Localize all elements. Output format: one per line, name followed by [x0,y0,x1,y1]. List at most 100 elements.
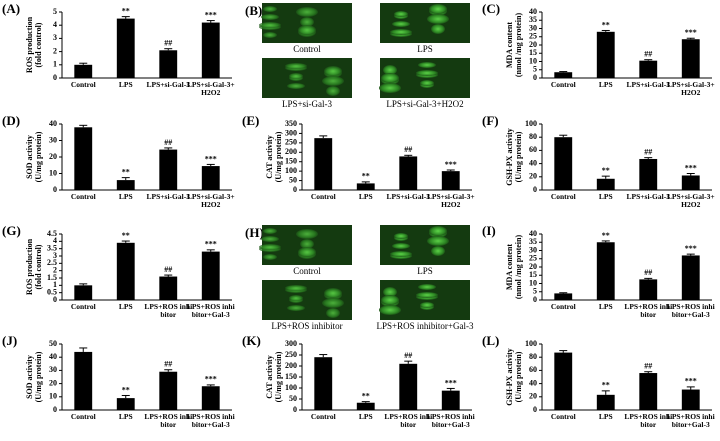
x-tick-label: LPS+si-Gal-3+H2O2 [186,81,235,97]
panel-label: (F) [482,113,499,128]
y-tick-label: 5 [533,287,537,296]
significance-mark: *** [685,377,697,386]
bar [314,357,333,410]
x-label-box: Control [71,193,96,201]
y-tick-label: 50 [289,175,297,184]
x-label-box: LPS [599,193,613,201]
y-tick-label: 20 [49,378,57,387]
bar [639,279,658,300]
cell [298,25,316,35]
image-caption: LPS+si-Gal-3+H2O2 [386,99,463,109]
y-tick-label: 40 [529,378,537,387]
significance-mark: ** [602,231,610,240]
cell [326,308,340,318]
y-tick-label: 60 [529,145,537,154]
cell [379,83,401,93]
x-label-box: Control [71,81,96,89]
x-label-box: LPS+ROS inhibitor [144,413,192,429]
y-axis-label: (U/mg protein) [34,131,43,182]
cell [300,239,314,249]
image-caption: LPS [417,266,433,276]
x-label-box: LPS [119,193,133,201]
bar [441,171,460,190]
error-bar [686,37,695,40]
micrograph [262,280,352,320]
x-label-box: LPS+ROS inhibitor+Gal-3 [187,413,235,429]
panel-label: (G) [2,223,21,238]
y-tick-label: 30 [529,245,537,254]
bar [639,60,658,78]
x-label-box: LPS+si-Gal-3+H2O2 [427,193,475,209]
cell [392,21,410,27]
y-axis-label: GSH-PX activity [505,348,514,406]
cell [261,236,279,242]
error-bar [446,169,455,172]
error-bar [164,147,173,150]
error-bar [206,163,215,167]
y-tick-label: 40 [529,7,537,16]
x-label-box: LPS+ROS inhibitor+Gal-3 [667,303,715,319]
y-tick-label: 0 [533,295,537,304]
bar [116,398,135,410]
significance-mark: ## [404,145,412,154]
significance-mark: ** [122,385,130,394]
y-tick-label: 30 [529,23,537,32]
significance-mark: ** [362,391,370,400]
x-label-box: LPS [359,193,373,201]
bar [399,363,418,410]
significance-mark: ** [362,172,370,181]
significance-mark: *** [445,160,457,169]
error-bar [164,369,173,372]
cell [263,228,277,234]
error-bar [79,62,88,65]
cell [394,233,408,239]
image-caption: Control [293,266,321,276]
error-bar [206,249,215,252]
x-tick-label: LPS+si-Gal-3 [386,193,430,201]
y-tick-label: 1 [53,60,57,69]
bar [201,251,220,300]
cell [416,70,438,76]
cell [427,14,449,24]
error-bar [644,277,653,280]
error-bar [601,240,610,243]
bar [201,22,220,79]
y-axis-label: SOD activity [25,355,34,399]
cell [390,29,412,35]
y-tick-label: 100 [285,166,297,175]
y-axis-label: (U/mg protein) [274,131,283,182]
panel-label: (L) [482,333,499,348]
significance-mark: ## [644,147,652,156]
y-tick-label: 0 [53,405,57,414]
y-tick-label: 25 [529,32,537,41]
error-bar [601,390,610,395]
x-label-box: Control [551,303,576,311]
y-tick-label: 20 [49,152,57,161]
error-bar [79,347,88,352]
y-tick-label: 2.5 [47,258,57,267]
significance-mark: ** [122,231,130,240]
significance-mark: *** [205,10,217,19]
y-tick-label: 30 [49,135,57,144]
y-tick-label: 10 [49,392,57,401]
micrograph [379,58,470,98]
x-tick-label: LPS+si-Gal-3+H2O2 [666,193,715,209]
y-axis-label: (U/mg protein) [34,351,43,402]
image-caption: LPS+ROS inhibitor+Gal-3 [377,321,474,331]
cell [418,284,436,290]
significance-mark: ## [644,50,652,59]
micrograph [380,225,470,265]
error-bar [559,292,568,294]
y-tick-label: 0 [53,185,57,194]
y-tick-label: 20 [529,392,537,401]
y-tick-label: 350 [285,119,297,128]
error-bar [601,29,610,32]
x-tick-label: LPS+ROS inhibitor+Gal-3 [666,413,715,429]
y-tick-label: 50 [289,394,297,403]
y-axis-label: (fold control) [34,22,43,67]
cell [261,14,279,20]
panel-label: (B) [245,3,262,18]
cell [289,73,303,79]
cell [392,243,410,249]
cell [285,285,307,291]
